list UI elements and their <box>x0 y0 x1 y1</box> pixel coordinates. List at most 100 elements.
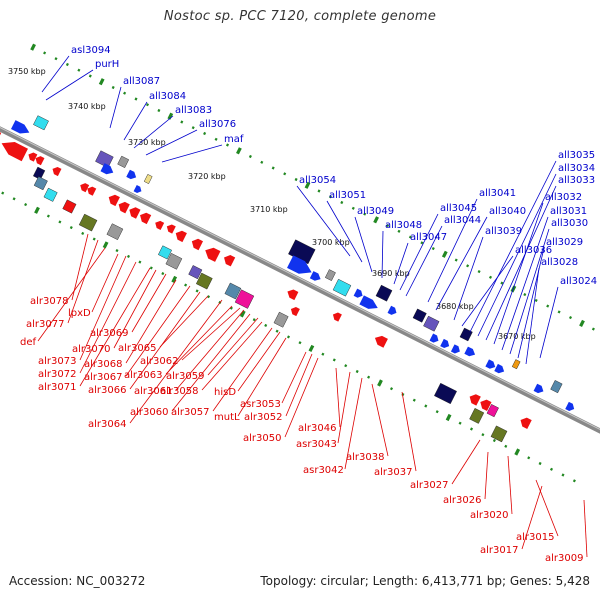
reverse-gene-leader <box>284 357 319 438</box>
reverse-gene-leader <box>237 331 281 392</box>
kbp-label: 3730 kbp <box>128 138 166 147</box>
forward-gene-leader <box>399 213 439 291</box>
reverse-gene-glyph <box>234 289 255 309</box>
reverse-gene-glyph-box <box>165 252 183 270</box>
forward-gene-leader <box>381 230 384 279</box>
scale-tick-upper <box>304 181 311 189</box>
scale-tick-lower <box>458 421 462 425</box>
reverse-gene-label: alr3017 <box>480 545 518 556</box>
reverse-gene-leader <box>67 239 99 324</box>
reverse-gene-leader <box>507 455 513 515</box>
scale-tick-upper <box>157 108 161 113</box>
reverse-gene-glyph-arrow <box>35 156 45 166</box>
scale-tick-lower <box>171 275 178 283</box>
scale-tick-upper <box>77 68 81 72</box>
forward-gene-glyph-arrow <box>485 359 496 369</box>
reverse-gene-glyph-arrow <box>87 186 97 196</box>
reverse-gene-label: alr3061 <box>134 386 172 397</box>
scale-tick-upper <box>441 250 448 258</box>
forward-gene-leader <box>485 185 557 341</box>
reverse-gene-glyph-box <box>188 265 203 280</box>
reverse-gene-glyph <box>273 311 289 328</box>
scale-tick-upper <box>386 224 390 228</box>
reverse-gene-leader <box>521 485 543 550</box>
forward-gene-leader <box>405 225 443 297</box>
reverse-gene-glyph-box <box>469 408 485 424</box>
forward-gene-glyph-box <box>511 359 521 370</box>
reverse-gene-leader <box>125 285 191 377</box>
reverse-gene-glyph <box>205 247 221 262</box>
reverse-gene-leader <box>129 299 223 424</box>
reverse-gene-label: alr3072 <box>38 369 76 380</box>
reverse-gene-glyph-box <box>158 245 172 260</box>
reverse-gene-label: alr3020 <box>470 510 508 521</box>
scale-tick-upper <box>214 137 218 141</box>
scale-tick-lower <box>572 479 576 483</box>
reverse-gene-glyph-box <box>234 289 255 309</box>
scale-tick-upper <box>123 91 127 95</box>
forward-gene-glyph <box>117 155 130 168</box>
scale-tick-lower <box>367 375 371 379</box>
reverse-gene-glyph <box>175 230 187 243</box>
genome-backbone <box>0 126 600 434</box>
accession-text: Accession: NC_003272 <box>9 574 146 588</box>
scale-tick-upper <box>145 103 150 107</box>
forward-gene-leader <box>393 242 409 285</box>
forward-gene-leader <box>296 185 351 257</box>
genome-summary-text: Topology: circular; Length: 6,413,771 bp… <box>260 574 590 588</box>
forward-gene-label: all3054 <box>299 175 336 186</box>
reverse-gene-glyph-arrow <box>205 247 221 262</box>
scale-tick-upper <box>191 126 195 130</box>
reverse-gene-label: alr3078 <box>30 296 68 307</box>
forward-gene-glyph <box>324 269 336 281</box>
reverse-gene-glyph <box>520 417 532 430</box>
reverse-gene-glyph-arrow <box>520 417 532 430</box>
reverse-gene-leader <box>451 439 481 485</box>
forward-gene-label: all3030 <box>551 218 588 229</box>
reverse-gene-glyph <box>486 404 499 418</box>
scale-tick-upper <box>225 143 230 147</box>
reverse-gene-glyph <box>480 399 492 412</box>
scale-tick-upper <box>317 189 321 193</box>
reverse-gene-glyph <box>224 255 236 267</box>
forward-gene-label: all3049 <box>357 206 394 217</box>
forward-gene-glyph-arrow <box>359 295 378 309</box>
forward-gene-label: all3040 <box>489 206 526 217</box>
reverse-gene-glyph <box>374 335 388 348</box>
scale-tick-lower <box>115 249 119 253</box>
forward-gene-glyph <box>464 346 476 357</box>
forward-gene-glyph-arrow <box>565 401 575 411</box>
reverse-gene-leader <box>484 451 489 500</box>
reverse-gene-leader <box>91 253 119 313</box>
kbp-label: 3750 kbp <box>8 67 46 76</box>
reverse-gene-glyph-arrow <box>166 224 176 234</box>
scale-tick-upper <box>260 160 264 164</box>
scale-tick-lower <box>239 310 246 318</box>
reverse-gene-glyph <box>62 199 77 214</box>
reverse-gene-glyph-arrow <box>332 312 342 322</box>
forward-gene-glyph <box>126 169 137 180</box>
reverse-gene-label: alr3077 <box>26 319 64 330</box>
scale-tick-upper <box>88 74 92 78</box>
forward-gene-leader <box>469 160 557 333</box>
forward-gene-label: all3048 <box>385 220 422 231</box>
reverse-gene-leader <box>175 309 245 391</box>
forward-gene-glyph-box <box>459 327 473 342</box>
scale-tick-upper <box>111 85 115 90</box>
forward-gene-label: all3047 <box>410 232 447 243</box>
kbp-label: 3670 kbp <box>498 332 536 341</box>
scale-tick-lower <box>102 241 109 249</box>
reverse-gene-glyph-arrow <box>1 142 28 162</box>
reverse-gene-glyph-box <box>486 404 499 418</box>
reverse-gene-glyph <box>290 307 300 317</box>
reverse-gene-label: alr3038 <box>346 452 384 463</box>
genome-backbone-highlight <box>0 126 600 431</box>
reverse-gene-glyph <box>43 187 58 202</box>
forward-gene-glyph-box <box>95 150 114 168</box>
forward-gene-label: all3029 <box>546 237 583 248</box>
scale-tick-lower <box>184 283 188 287</box>
scale-tick-lower <box>81 231 85 235</box>
forward-gene-glyph <box>143 174 153 184</box>
forward-gene-glyph-arrow <box>450 344 460 354</box>
